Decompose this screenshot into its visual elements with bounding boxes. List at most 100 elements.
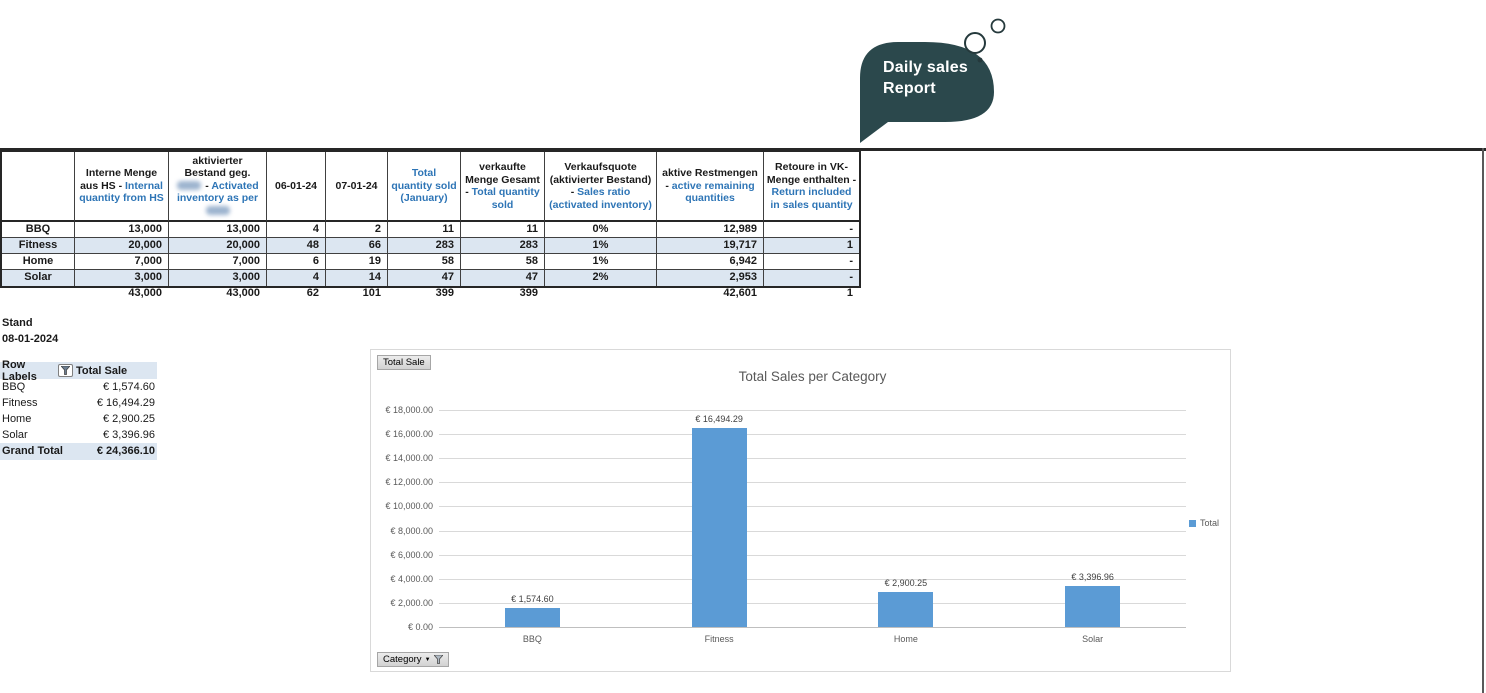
table-cell: 47 bbox=[460, 270, 544, 286]
y-axis-tick-label: € 4,000.00 bbox=[390, 573, 433, 584]
table-cell: 19,717 bbox=[656, 238, 763, 254]
table-cell: - bbox=[763, 222, 859, 238]
chart-plot-area: € 1,574.60 € 16,494.29 € 2,900.25 € 3,396.9… bbox=[439, 410, 1186, 628]
filter-funnel-icon bbox=[61, 366, 70, 375]
pivot-chart: Total Sale Total Sales per Category € 1,… bbox=[370, 349, 1231, 672]
totals-spacer bbox=[0, 286, 74, 302]
sales-table-totals-row: 43,000 43,000 62 101 399 399 42,601 1 bbox=[0, 286, 859, 302]
pivot-row-value: € 1,574.60 bbox=[103, 381, 155, 393]
totals-cell: 62 bbox=[306, 287, 319, 299]
totals-cell: 43,000 bbox=[128, 287, 162, 299]
table-cell: 20,000 bbox=[168, 238, 266, 254]
grand-total-value: € 24,366.10 bbox=[96, 445, 155, 457]
table-cell: 20,000 bbox=[74, 238, 168, 254]
gridline bbox=[439, 458, 1186, 460]
pivot-row-labels-header: Row Labels bbox=[2, 358, 37, 383]
chart-bar[interactable] bbox=[504, 608, 560, 627]
row-category-label: BBQ bbox=[2, 222, 74, 238]
gridline bbox=[439, 554, 1186, 556]
y-axis-tick-label: € 14,000.00 bbox=[385, 453, 433, 464]
y-axis-tick-label: € 16,000.00 bbox=[385, 429, 433, 440]
grand-total-label: Grand Total bbox=[2, 445, 63, 457]
table-row: Fitness 20,000 20,000 48 66 283 283 1% 19,717 1 bbox=[2, 238, 859, 254]
table-cell: 13,000 bbox=[74, 222, 168, 238]
table-cell: 4 bbox=[266, 222, 325, 238]
sales-column-header: 06-01-24 bbox=[266, 152, 325, 222]
gridline bbox=[439, 482, 1186, 484]
gridline bbox=[439, 434, 1186, 436]
y-axis-tick-label: € 6,000.00 bbox=[390, 549, 433, 560]
pivot-row-label: Home bbox=[2, 413, 32, 425]
chart-bar[interactable] bbox=[878, 592, 934, 627]
table-cell: 14 bbox=[325, 270, 387, 286]
pivot-row: Solar € 3,396.96 bbox=[0, 427, 157, 443]
table-cell: - bbox=[763, 270, 859, 286]
table-cell: 4 bbox=[266, 270, 325, 286]
y-axis-tick-label: € 0.00 bbox=[407, 622, 433, 632]
table-cell: 1 bbox=[763, 238, 859, 254]
legend-label-total: Total bbox=[1200, 518, 1220, 528]
dropdown-arrow-icon: ▼ bbox=[424, 656, 431, 663]
totals-cell: 42,601 bbox=[723, 287, 757, 299]
table-cell: 6,942 bbox=[656, 254, 763, 270]
pivot-body: BBQ € 1,574.60 Fitness € 16,494.29 Home € 2,9… bbox=[0, 379, 157, 443]
sales-column-header bbox=[2, 152, 74, 222]
filter-funnel-icon bbox=[433, 655, 443, 664]
gridline bbox=[439, 506, 1186, 508]
gridline bbox=[439, 627, 1186, 628]
table-cell: 283 bbox=[387, 238, 460, 254]
table-cell: 19 bbox=[325, 254, 387, 270]
chart-value-field-button[interactable]: Total Sale bbox=[377, 355, 431, 370]
table-cell: 58 bbox=[387, 254, 460, 270]
totals-cell: 399 bbox=[519, 287, 538, 299]
chart-bar[interactable] bbox=[1065, 586, 1121, 627]
table-cell: 3,000 bbox=[74, 270, 168, 286]
pivot-filter-button[interactable] bbox=[58, 364, 73, 377]
row-category-label: Home bbox=[2, 254, 74, 270]
table-cell: 11 bbox=[387, 222, 460, 238]
pivot-row-label: Fitness bbox=[2, 397, 38, 409]
callout-title-line1: Daily sales bbox=[883, 59, 968, 76]
x-axis-tick-label: BBQ bbox=[522, 634, 542, 644]
table-row: Home 7,000 7,000 6 19 58 58 1% 6,942- bbox=[2, 254, 859, 270]
table-cell: 58 bbox=[460, 254, 544, 270]
x-axis-tick-label: Fitness bbox=[704, 634, 734, 644]
table-cell: 283 bbox=[460, 238, 544, 254]
pivot-table: Row Labels Total Sale BBQ € 1,574.60 Fitne… bbox=[0, 358, 157, 460]
gridline bbox=[439, 602, 1186, 604]
sales-column-header: Interne Menge aus HS - Internal quantity… bbox=[74, 152, 168, 222]
sales-column-header: Verkaufsquote (aktivierter Bestand) - Sa… bbox=[544, 152, 656, 222]
redacted-text bbox=[205, 205, 230, 215]
totals-cell: 43,000 bbox=[226, 287, 260, 299]
callout-bubble bbox=[860, 18, 1006, 143]
gridline bbox=[439, 410, 1186, 411]
sales-column-header: aktivierter Bestand geg. - Activated inv… bbox=[168, 152, 266, 222]
pivot-value-header: Total Sale bbox=[76, 364, 128, 377]
table-cell: 47 bbox=[387, 270, 460, 286]
bar-data-label: € 16,494.29 bbox=[695, 414, 743, 425]
chart-title: Total Sales per Category bbox=[738, 369, 887, 384]
chart-axis-field-button[interactable]: Category ▼ bbox=[377, 652, 449, 667]
table-cell: 13,000 bbox=[168, 222, 266, 238]
totals-cell bbox=[544, 286, 656, 302]
page-border-right bbox=[1482, 148, 1484, 693]
chart-bar[interactable] bbox=[691, 428, 747, 627]
bar-data-label: € 3,396.96 bbox=[1071, 572, 1114, 583]
x-axis-tick-label: Home bbox=[893, 634, 918, 644]
bar-data-label: € 1,574.60 bbox=[511, 594, 554, 605]
y-axis-tick-label: € 2,000.00 bbox=[390, 597, 433, 608]
y-axis-tick-label: € 8,000.00 bbox=[390, 525, 433, 536]
y-axis-tick-label: € 18,000.00 bbox=[385, 405, 433, 415]
gridline bbox=[439, 578, 1186, 580]
value-field-label: Total Sale bbox=[383, 357, 425, 368]
y-axis-tick-label: € 10,000.00 bbox=[385, 501, 433, 512]
sales-column-header: Total quantity sold (January) bbox=[387, 152, 460, 222]
pivot-row: Home € 2,900.25 bbox=[0, 411, 157, 427]
table-cell: 0% bbox=[544, 222, 656, 238]
table-cell: 1% bbox=[544, 238, 656, 254]
table-cell: 2 bbox=[325, 222, 387, 238]
sales-column-header: Retoure in VK-Menge enthalten - Return i… bbox=[763, 152, 859, 222]
axis-field-label: Category bbox=[383, 654, 422, 665]
table-cell: 2,953 bbox=[656, 270, 763, 286]
